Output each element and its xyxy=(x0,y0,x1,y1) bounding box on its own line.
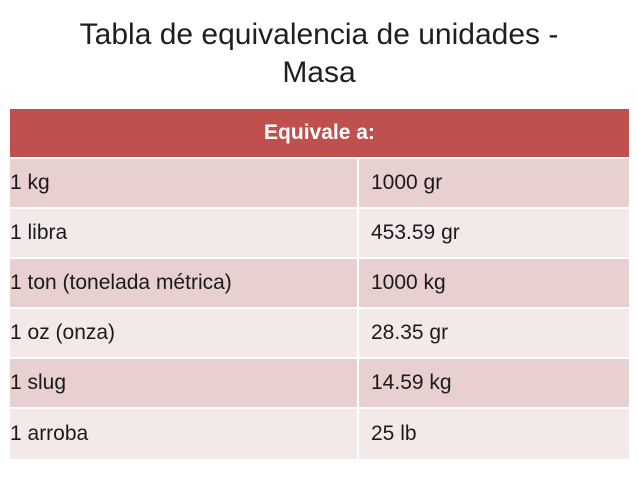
unit-cell: 1 arroba xyxy=(10,409,359,459)
slide-title: Tabla de equivalencia de unidades - Masa xyxy=(0,16,638,92)
unit-cell: 1 kg xyxy=(10,159,359,207)
equivalent-cell: 1000 gr xyxy=(371,171,443,194)
table-header-label: Equivale a: xyxy=(264,121,375,144)
unit-cell: 1 oz (onza) xyxy=(10,309,359,357)
equivalent-cell: 453.59 gr xyxy=(371,221,460,244)
unit-cell: 1 ton (tonelada métrica) xyxy=(10,259,359,307)
table-header: Equivale a: xyxy=(10,109,629,159)
equivalence-table: Equivale a: 1 kg 1000 gr 1 libra 453.59 … xyxy=(10,109,629,459)
table-row: 1 oz (onza) 28.35 gr xyxy=(10,309,629,359)
unit-cell: 1 slug xyxy=(10,359,359,407)
unit-cell: 1 libra xyxy=(10,209,359,257)
table-row: 1 arroba 25 lb xyxy=(10,409,629,459)
table-row: 1 kg 1000 gr xyxy=(10,159,629,209)
equivalent-cell: 25 lb xyxy=(371,422,417,445)
equivalent-cell: 1000 kg xyxy=(371,271,446,294)
table-row: 1 ton (tonelada métrica) 1000 kg xyxy=(10,259,629,309)
slide-title-line-1: Tabla de equivalencia de unidades - xyxy=(79,18,559,51)
slide-title-line-2: Masa xyxy=(282,56,356,89)
equivalent-cell: 14.59 kg xyxy=(371,371,452,394)
table-row: 1 slug 14.59 kg xyxy=(10,359,629,409)
equivalent-cell: 28.35 gr xyxy=(371,321,449,344)
table-row: 1 libra 453.59 gr xyxy=(10,209,629,259)
